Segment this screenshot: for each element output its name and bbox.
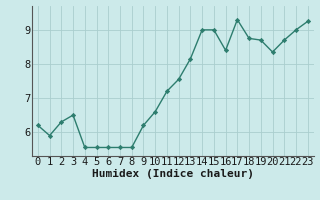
X-axis label: Humidex (Indice chaleur): Humidex (Indice chaleur) bbox=[92, 169, 254, 179]
